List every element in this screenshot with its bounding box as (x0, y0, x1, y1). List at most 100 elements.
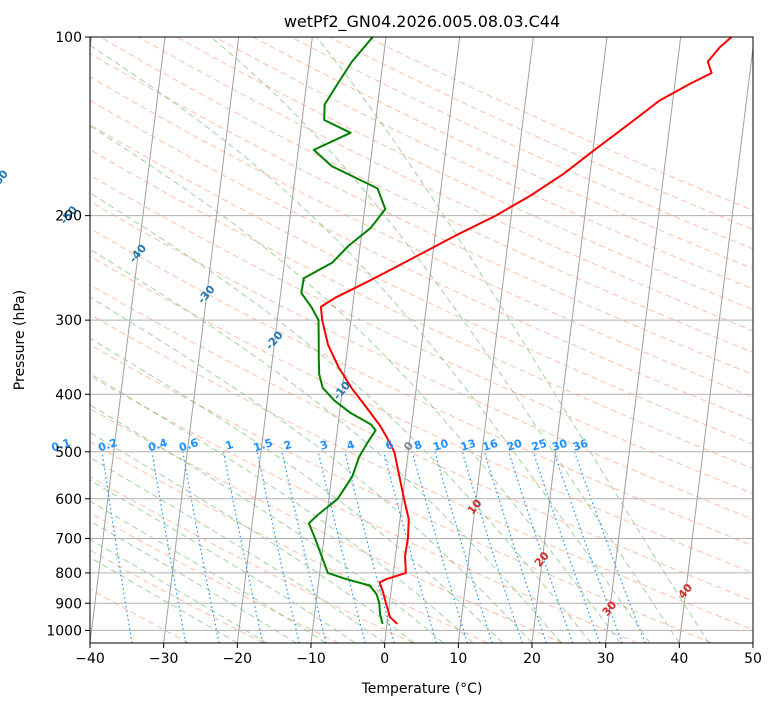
dry-adiabat (90, 344, 712, 643)
mixing-ratio-label: 30 (550, 437, 569, 454)
mixing-ratio-line (151, 451, 187, 643)
mixing-ratio-label: 36 (571, 437, 590, 454)
moist-adiabat (316, 37, 710, 643)
dry-adiabat (90, 549, 264, 643)
mixing-ratio-label: 4 (345, 438, 357, 453)
isotherm-line (163, 37, 240, 643)
moist-adiabat (90, 248, 562, 643)
x-tick-label: 20 (523, 651, 541, 667)
x-tick-label: 0 (380, 651, 389, 667)
isotherm-line (90, 37, 166, 643)
dry-adiabat (90, 284, 753, 602)
mixing-ratio-label: 6 (384, 438, 396, 453)
x-axis-title: Temperature (°C) (361, 681, 483, 697)
isotherm-line (457, 37, 534, 643)
moist-adiabat (90, 192, 592, 643)
y-tick-label: 800 (55, 566, 82, 582)
dewpoint-line (300, 37, 387, 625)
y-tick-label: 400 (55, 387, 82, 403)
mixing-ratio-line (574, 451, 646, 643)
isotherm-line (678, 43, 753, 643)
mixing-ratio-label: 3 (318, 438, 329, 453)
moist-adiabat (90, 556, 238, 643)
y-tick-label: 300 (55, 313, 82, 329)
moist-adiabat (90, 538, 268, 643)
mixing-ratio-label: 0.4 (147, 436, 170, 454)
isotherm-line (384, 37, 461, 643)
isotherm-line (752, 638, 753, 643)
x-tick-label: −10 (296, 651, 326, 667)
mixing-ratio-label: 10 (431, 437, 450, 454)
y-tick-label: 500 (55, 445, 82, 461)
x-tick-label: 40 (670, 651, 688, 667)
series-group (300, 37, 733, 625)
x-tick-label: 30 (597, 651, 615, 667)
dry-adiabat (90, 313, 753, 631)
moist-adiabat (210, 37, 680, 643)
mixing-ratio-labels: 0.1 0.2 0.4 0.6 1 1.5 2 3 4 6 8 10 13 16 20 25 30 36 (50, 436, 590, 454)
mixing-ratio-line (411, 451, 469, 643)
moist-adiabat (90, 373, 474, 643)
mixing-ratio-label: 25 (530, 437, 549, 454)
moist-adiabat (90, 432, 415, 643)
y-axis-title: Pressure (hPa) (12, 290, 28, 390)
y-tick-label: 100 (55, 30, 82, 46)
dry-adiabat (90, 52, 753, 376)
mixing-ratio-label: 1 (224, 438, 235, 453)
temperature-line (319, 37, 733, 625)
isotherm-line (531, 37, 608, 643)
dry-adiabat (90, 149, 753, 470)
moist-adiabat (90, 125, 621, 643)
plot-background (90, 37, 753, 643)
background-lines (90, 37, 753, 643)
moist-adiabat (90, 337, 503, 643)
y-axis: 100 200 300 400 500 600 700 800 900 1000 (46, 30, 90, 639)
x-tick-label: −30 (149, 651, 179, 667)
mixing-ratio-label: 2 (282, 438, 293, 453)
mixing-ratio-label: 0.6 (177, 436, 200, 454)
mixing-ratio-label: 0.2 (97, 436, 120, 454)
x-tick-label: −20 (223, 651, 253, 667)
moist-adiabat (90, 456, 385, 643)
y-tick-label: 200 (55, 209, 82, 225)
mixing-ratio-line (383, 451, 437, 643)
isotherm-line (310, 37, 387, 643)
isotherm-label: -60 (0, 167, 11, 191)
x-tick-label: 50 (744, 651, 762, 667)
isotherm-line (236, 37, 313, 643)
y-tick-label: 1000 (46, 623, 82, 639)
pressure-grid (90, 37, 753, 631)
moist-adiabat (90, 520, 297, 643)
mixing-ratio-line (344, 451, 395, 643)
mixing-ratio-label: 13 (459, 437, 478, 454)
dry-adiabat (90, 512, 339, 643)
dry-adiabat (90, 375, 638, 643)
y-tick-label: 600 (55, 492, 82, 508)
dry-adiabat (90, 124, 753, 445)
chart-title: wetPf2_GN04.2026.005.08.03.C44 (284, 12, 560, 32)
dry-adiabat (90, 441, 488, 643)
y-tick-label: 900 (55, 596, 82, 612)
dry-adiabat (90, 200, 753, 520)
mixing-ratio-label: 20 (505, 437, 524, 454)
moist-adiabat (90, 44, 651, 643)
y-tick-label: 700 (55, 532, 82, 548)
mixing-ratio-label: 0.1 (50, 436, 73, 454)
dry-adiabat (90, 407, 563, 643)
x-axis: −40 −30 −20 −10 0 10 20 30 40 50 (75, 643, 762, 667)
x-tick-label: 10 (449, 651, 467, 667)
mixing-ratio-line (434, 451, 493, 643)
mixing-ratio-label: 1.5 (252, 436, 275, 454)
moist-adiabat (90, 296, 533, 643)
mixing-ratio-line (461, 451, 523, 643)
dry-adiabat (90, 227, 753, 547)
dry-adiabat (176, 37, 753, 311)
x-tick-label: −40 (75, 651, 105, 667)
mixing-ratio-label: 8 (412, 438, 423, 453)
isotherm-line (605, 37, 682, 643)
plot-frame (89, 36, 754, 644)
mixing-ratio-label: 16 (481, 437, 500, 454)
mixing-ratio-line (101, 451, 133, 643)
